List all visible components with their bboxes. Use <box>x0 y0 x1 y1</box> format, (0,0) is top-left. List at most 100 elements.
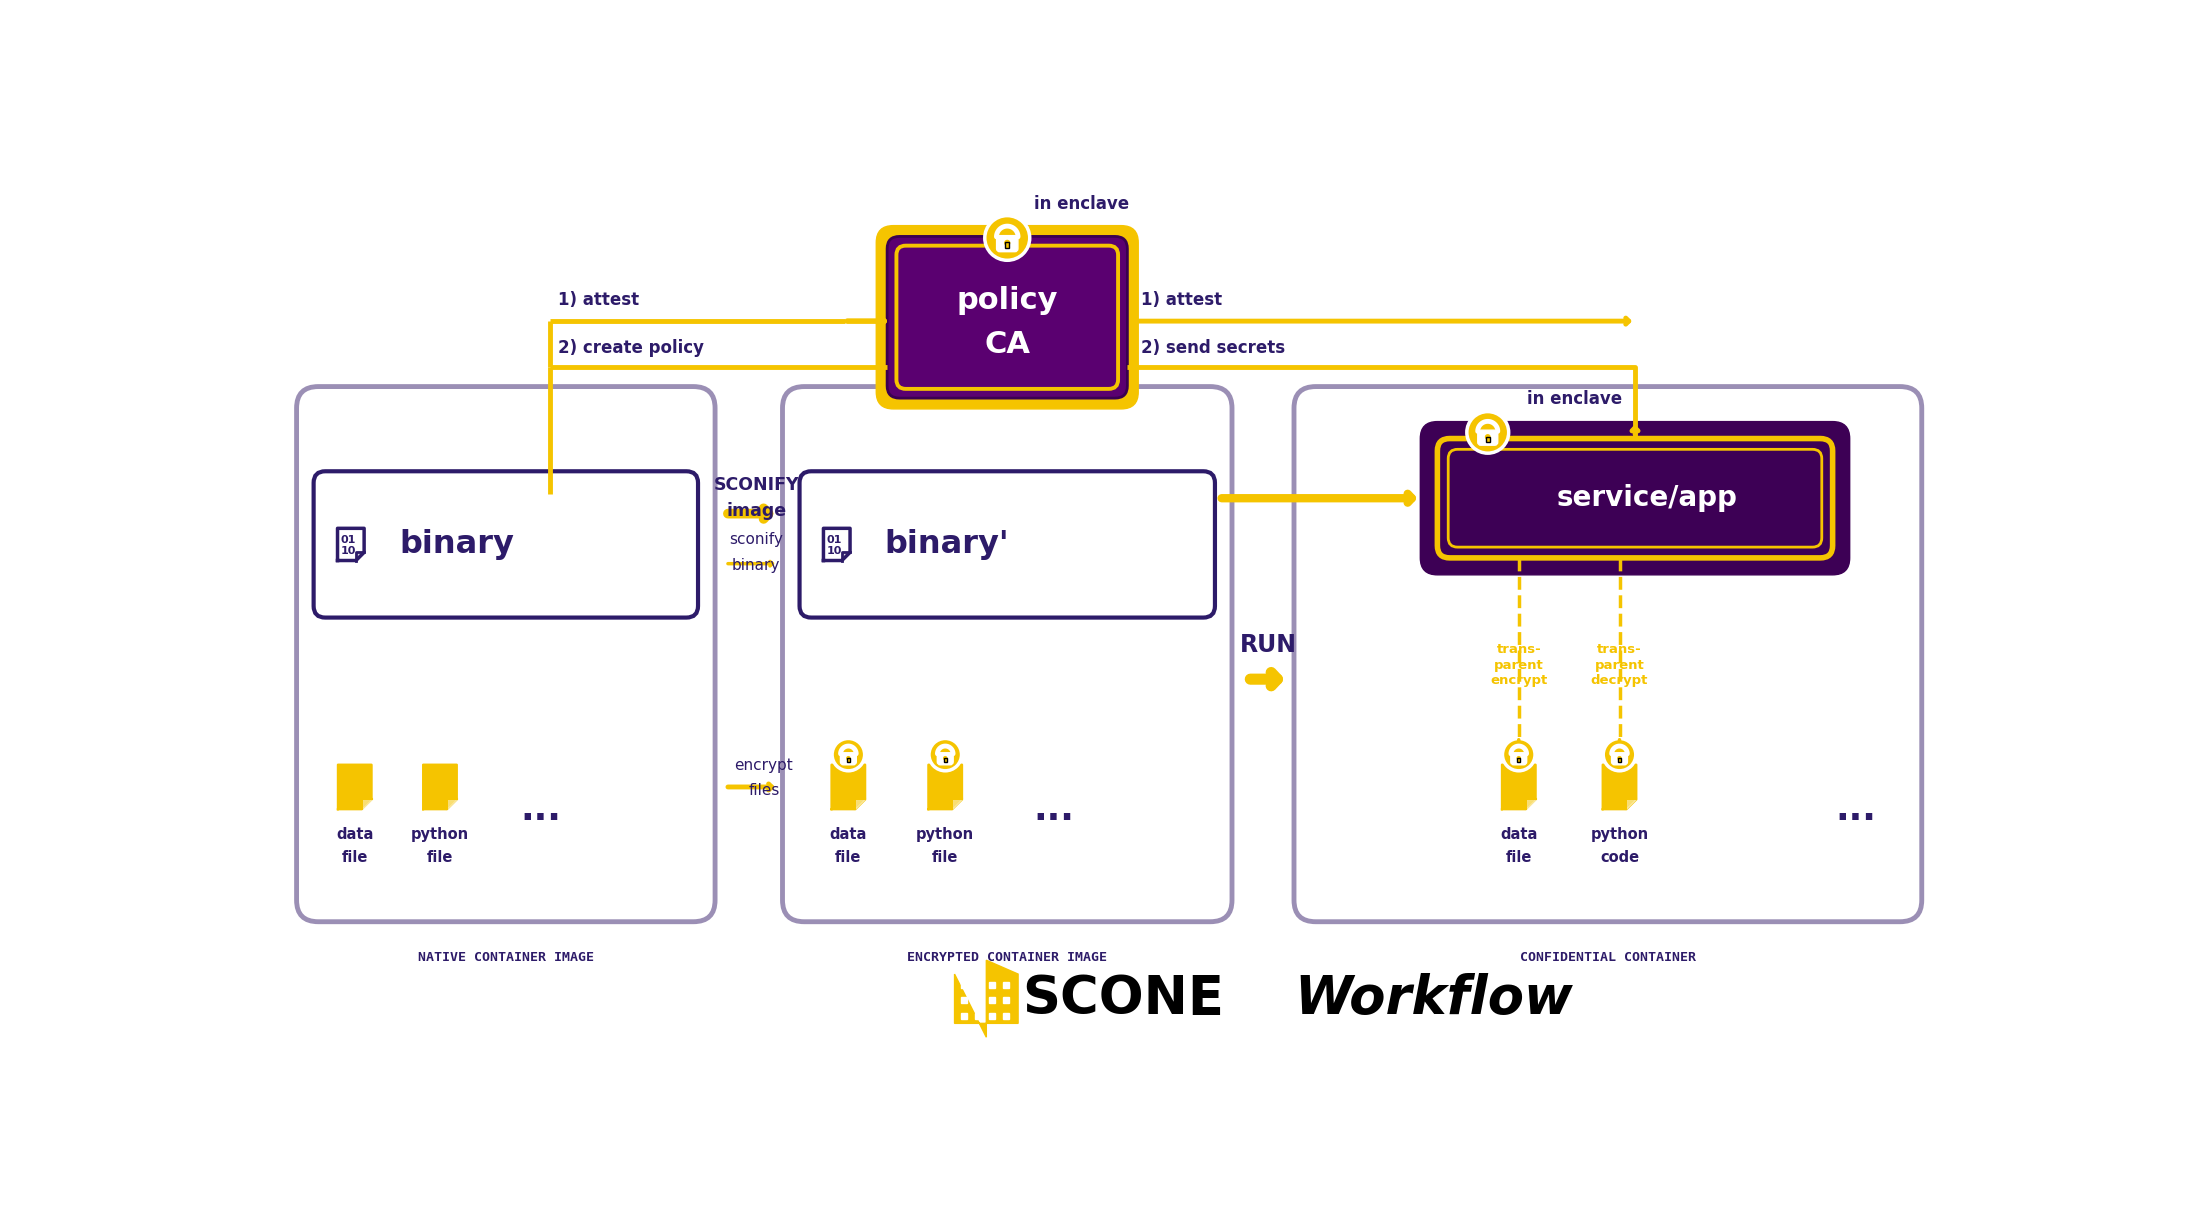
Circle shape <box>928 739 961 770</box>
Text: files: files <box>748 784 781 798</box>
Polygon shape <box>361 799 372 809</box>
Circle shape <box>1467 411 1509 454</box>
Text: trans-
parent
encrypt: trans- parent encrypt <box>1491 643 1548 688</box>
Text: file: file <box>836 850 862 865</box>
FancyBboxPatch shape <box>1003 997 1009 1003</box>
FancyBboxPatch shape <box>961 981 968 987</box>
Text: data: data <box>1500 827 1537 842</box>
Text: trans-
parent
decrypt: trans- parent decrypt <box>1590 643 1649 688</box>
FancyBboxPatch shape <box>943 758 948 762</box>
FancyBboxPatch shape <box>974 981 981 987</box>
Text: encrypt: encrypt <box>734 758 794 773</box>
Circle shape <box>847 756 851 761</box>
FancyBboxPatch shape <box>974 1013 981 1019</box>
Text: ENCRYPTED CONTAINER IMAGE: ENCRYPTED CONTAINER IMAGE <box>908 951 1108 964</box>
Polygon shape <box>1627 799 1636 809</box>
Polygon shape <box>954 961 1018 1037</box>
Circle shape <box>1616 756 1623 761</box>
Text: NATIVE CONTAINER IMAGE: NATIVE CONTAINER IMAGE <box>418 951 594 964</box>
Circle shape <box>943 756 948 761</box>
FancyBboxPatch shape <box>1421 422 1849 575</box>
Text: binary: binary <box>732 558 781 573</box>
Text: file: file <box>341 850 367 865</box>
FancyBboxPatch shape <box>1487 437 1489 442</box>
FancyBboxPatch shape <box>1293 387 1922 922</box>
Polygon shape <box>1603 764 1636 809</box>
Text: 1) attest: 1) attest <box>1141 291 1223 308</box>
FancyBboxPatch shape <box>1618 758 1621 762</box>
Polygon shape <box>1526 799 1535 809</box>
Polygon shape <box>1502 764 1535 809</box>
Text: python: python <box>411 827 468 842</box>
FancyBboxPatch shape <box>974 997 981 1003</box>
Text: data: data <box>336 827 374 842</box>
Circle shape <box>1603 739 1636 770</box>
FancyBboxPatch shape <box>875 226 1139 409</box>
Text: service/app: service/app <box>1557 484 1737 512</box>
Text: Workflow: Workflow <box>1293 973 1572 1025</box>
FancyBboxPatch shape <box>990 981 996 987</box>
Polygon shape <box>855 799 864 809</box>
Text: CONFIDENTIAL CONTAINER: CONFIDENTIAL CONTAINER <box>1520 951 1695 964</box>
Text: code: code <box>1601 850 1638 865</box>
FancyBboxPatch shape <box>990 1013 996 1019</box>
Text: in enclave: in enclave <box>1034 195 1130 213</box>
Circle shape <box>1517 756 1522 761</box>
FancyBboxPatch shape <box>897 246 1117 389</box>
Circle shape <box>1484 434 1491 440</box>
FancyBboxPatch shape <box>1517 758 1520 762</box>
FancyBboxPatch shape <box>1449 449 1821 547</box>
Text: image: image <box>726 502 787 520</box>
Text: sconify: sconify <box>730 531 783 547</box>
Text: policy: policy <box>957 286 1058 315</box>
Polygon shape <box>336 529 365 560</box>
Polygon shape <box>831 764 864 809</box>
FancyBboxPatch shape <box>1003 981 1009 987</box>
Circle shape <box>985 216 1029 261</box>
Polygon shape <box>339 764 372 809</box>
Text: file: file <box>1506 850 1533 865</box>
FancyBboxPatch shape <box>1612 753 1627 764</box>
Polygon shape <box>842 552 851 560</box>
FancyBboxPatch shape <box>297 387 715 922</box>
Text: 01: 01 <box>341 535 356 546</box>
FancyBboxPatch shape <box>990 997 996 1003</box>
FancyBboxPatch shape <box>800 472 1216 617</box>
Circle shape <box>831 739 864 770</box>
FancyBboxPatch shape <box>937 753 952 764</box>
FancyBboxPatch shape <box>847 758 849 762</box>
Text: SCONE: SCONE <box>1023 973 1225 1025</box>
Polygon shape <box>928 764 963 809</box>
Text: python: python <box>917 827 974 842</box>
FancyBboxPatch shape <box>840 753 855 764</box>
Text: 2) create policy: 2) create policy <box>559 340 704 357</box>
Circle shape <box>1502 739 1535 770</box>
FancyBboxPatch shape <box>1438 439 1832 558</box>
FancyBboxPatch shape <box>1511 753 1526 764</box>
FancyBboxPatch shape <box>1478 431 1498 445</box>
Polygon shape <box>952 799 963 809</box>
Text: 10: 10 <box>827 546 842 557</box>
FancyBboxPatch shape <box>783 387 1231 922</box>
Text: SCONIFY: SCONIFY <box>712 477 798 494</box>
FancyBboxPatch shape <box>1003 1013 1009 1019</box>
FancyBboxPatch shape <box>961 1013 968 1019</box>
Circle shape <box>1005 240 1009 246</box>
Text: ...: ... <box>521 793 561 827</box>
Polygon shape <box>422 764 457 809</box>
Text: ...: ... <box>1836 793 1876 827</box>
FancyBboxPatch shape <box>314 472 697 617</box>
Text: RUN: RUN <box>1240 632 1297 656</box>
FancyBboxPatch shape <box>886 237 1128 398</box>
FancyBboxPatch shape <box>996 235 1018 251</box>
Text: binary: binary <box>398 529 515 560</box>
Polygon shape <box>446 799 457 809</box>
Text: 1) attest: 1) attest <box>559 291 640 308</box>
Text: ...: ... <box>1034 793 1073 827</box>
Text: 10: 10 <box>341 546 356 557</box>
Text: binary': binary' <box>884 529 1009 560</box>
Text: file: file <box>427 850 453 865</box>
Text: in enclave: in enclave <box>1526 389 1621 408</box>
Text: CA: CA <box>985 330 1031 359</box>
FancyBboxPatch shape <box>1005 243 1009 247</box>
